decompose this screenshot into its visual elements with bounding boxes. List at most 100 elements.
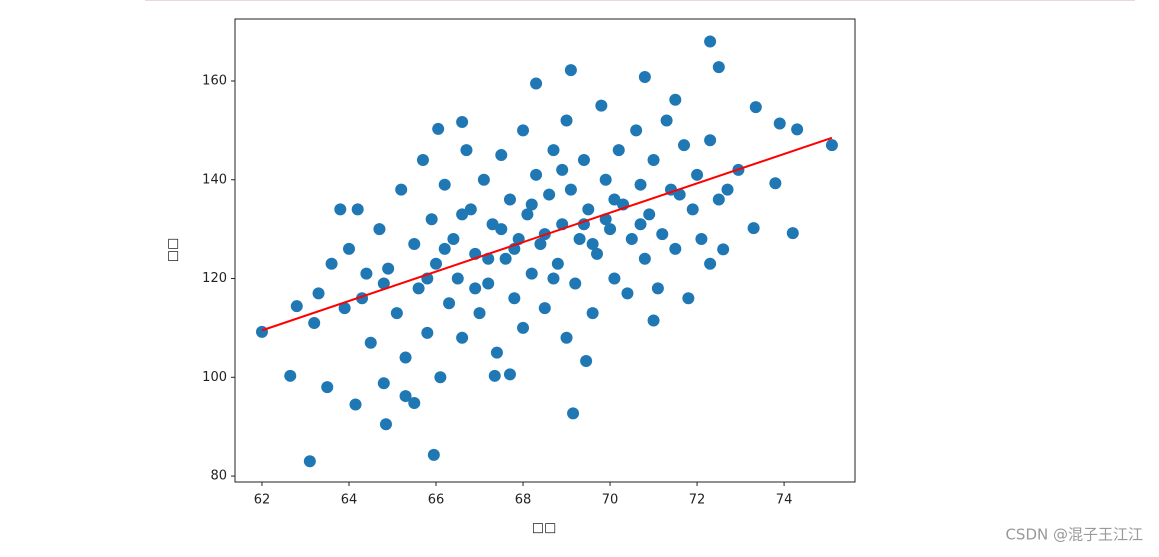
point xyxy=(547,144,560,157)
point xyxy=(634,218,647,231)
point xyxy=(342,242,355,255)
point xyxy=(786,227,799,240)
point xyxy=(721,183,734,196)
point xyxy=(608,193,621,206)
point xyxy=(749,101,762,114)
point xyxy=(477,173,490,186)
point xyxy=(390,307,403,320)
point xyxy=(564,64,577,77)
point xyxy=(399,351,412,364)
point xyxy=(717,243,730,256)
point xyxy=(530,168,543,181)
point xyxy=(503,368,516,381)
point xyxy=(669,242,682,255)
point xyxy=(534,237,547,250)
point xyxy=(580,355,593,368)
point xyxy=(599,173,612,186)
point xyxy=(382,262,395,275)
point xyxy=(586,307,599,320)
point xyxy=(334,203,347,216)
point xyxy=(612,144,625,157)
point xyxy=(569,277,582,290)
point xyxy=(303,455,316,468)
point xyxy=(673,188,686,201)
fit-line xyxy=(261,136,833,332)
point xyxy=(712,61,725,74)
point xyxy=(255,325,268,338)
x-tick-label: 62 xyxy=(254,493,271,508)
point xyxy=(290,300,303,313)
point xyxy=(638,252,651,265)
point xyxy=(638,71,651,84)
x-tick-label: 74 xyxy=(776,493,793,508)
point xyxy=(416,153,429,166)
point xyxy=(747,222,760,235)
point xyxy=(456,331,469,344)
point xyxy=(438,242,451,255)
point xyxy=(686,203,699,216)
point xyxy=(551,257,564,270)
point xyxy=(438,178,451,191)
point xyxy=(447,233,460,246)
point xyxy=(595,99,608,112)
point xyxy=(499,252,512,265)
point xyxy=(308,316,321,329)
point xyxy=(412,282,425,295)
point xyxy=(669,93,682,106)
plot-frame xyxy=(234,18,856,483)
point xyxy=(547,272,560,285)
point xyxy=(325,257,338,270)
point xyxy=(490,346,503,359)
point xyxy=(460,144,473,157)
point xyxy=(682,292,695,305)
point xyxy=(469,282,482,295)
point xyxy=(825,139,838,152)
point xyxy=(364,336,377,349)
point xyxy=(573,233,586,246)
point xyxy=(464,203,477,216)
point xyxy=(377,277,390,290)
y-tick-label: 80 xyxy=(210,469,227,484)
x-tick-label: 64 xyxy=(341,493,358,508)
point xyxy=(399,390,412,403)
point xyxy=(634,178,647,191)
point xyxy=(630,124,643,137)
point xyxy=(373,223,386,236)
point xyxy=(377,377,390,390)
point xyxy=(577,153,590,166)
x-axis-label: □□ xyxy=(532,521,557,536)
point xyxy=(360,267,373,280)
point xyxy=(517,321,530,334)
point xyxy=(425,213,438,226)
point xyxy=(695,233,708,246)
point xyxy=(408,396,421,409)
point xyxy=(379,418,392,431)
y-tick-label: 140 xyxy=(202,172,227,187)
point xyxy=(349,398,362,411)
point xyxy=(427,448,440,461)
watermark: CSDN @混子王江江 xyxy=(1005,526,1143,544)
point xyxy=(530,77,543,90)
y-tick-label: 100 xyxy=(202,370,227,385)
point xyxy=(564,183,577,196)
point xyxy=(312,287,325,300)
point xyxy=(621,287,634,300)
point xyxy=(556,163,569,176)
x-tick-label: 68 xyxy=(515,493,532,508)
point xyxy=(582,203,595,216)
y-axis-label: □□ xyxy=(166,238,181,263)
x-tick-label: 70 xyxy=(602,493,619,508)
point xyxy=(434,371,447,384)
point xyxy=(503,193,516,206)
point xyxy=(656,228,669,241)
point xyxy=(567,407,580,420)
point xyxy=(482,277,495,290)
point xyxy=(488,369,501,382)
point xyxy=(712,193,725,206)
point xyxy=(560,114,573,127)
point xyxy=(473,307,486,320)
point xyxy=(395,183,408,196)
point xyxy=(643,208,656,221)
